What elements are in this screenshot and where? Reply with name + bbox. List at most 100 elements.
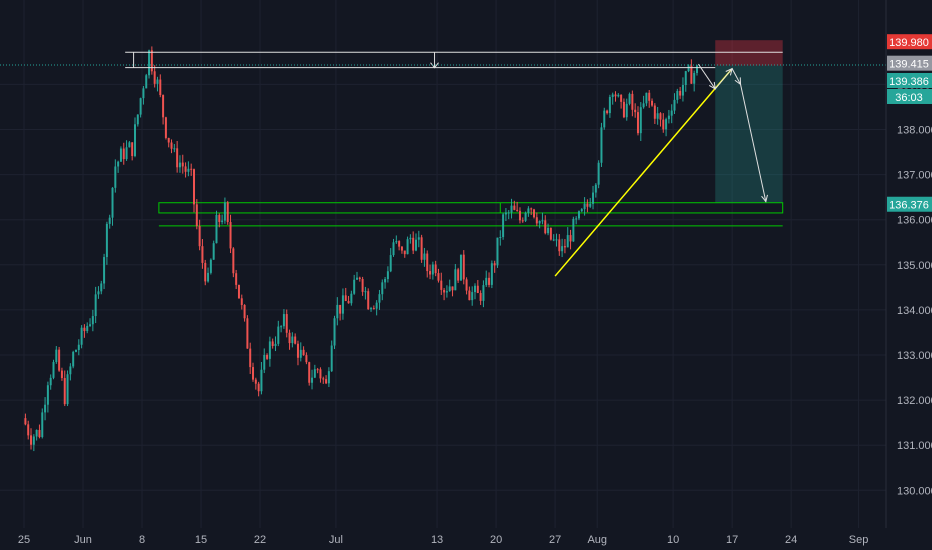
candle-body <box>254 379 257 384</box>
time-axis[interactable]: 25 Jun 8 15 22 Jul 13 20 27 Aug 10 17 24 Sep <box>18 534 868 546</box>
candle-body <box>386 271 389 280</box>
projection-segment <box>740 84 767 202</box>
x-tick-label: 15 <box>195 534 207 546</box>
candle-body <box>577 211 580 219</box>
candle-body <box>443 289 446 293</box>
candle-body <box>381 282 384 295</box>
price-axis[interactable]: 130.000 131.000 132.000 133.000 134.000 135.0… <box>897 79 932 497</box>
candle-body <box>232 248 235 274</box>
candle-body <box>375 302 378 309</box>
candle-body <box>311 377 314 383</box>
candle-body <box>142 88 145 99</box>
candle-body <box>305 355 308 363</box>
candle-body <box>327 371 330 384</box>
candle-body <box>313 369 316 378</box>
candle-body <box>648 92 651 101</box>
candle-body <box>319 369 322 379</box>
candle-body <box>280 326 283 328</box>
candle-body <box>474 285 477 293</box>
projection-segment <box>731 68 741 85</box>
candle-body <box>316 369 319 371</box>
candle-body <box>66 374 69 405</box>
candle-body <box>611 94 614 97</box>
candle-body <box>454 269 457 291</box>
candle-body <box>476 285 479 294</box>
candle-body <box>288 332 291 344</box>
candle-body <box>190 168 193 170</box>
candle-body <box>44 404 47 413</box>
candle-body <box>128 142 131 148</box>
candle-body <box>400 246 403 251</box>
candle-body <box>628 93 631 104</box>
candle-body <box>673 99 676 111</box>
candle-body <box>614 94 617 97</box>
x-tick-label: Jun <box>74 534 92 546</box>
candle-body <box>468 290 471 301</box>
candle-body <box>370 308 373 310</box>
candle-body <box>103 257 106 284</box>
candle-body <box>63 378 66 405</box>
candle-body <box>58 349 61 371</box>
x-tick-label: 17 <box>726 534 738 546</box>
candle-body <box>344 295 347 301</box>
candle-body <box>681 85 684 96</box>
candle-body <box>296 343 299 358</box>
candle-body <box>563 246 566 248</box>
candle-body <box>670 110 673 116</box>
y-tick-label: 131.000 <box>897 440 932 452</box>
x-tick-label: 13 <box>431 534 443 546</box>
take-profit-zone <box>715 65 783 203</box>
candle-body <box>308 362 311 383</box>
candle-body <box>136 114 139 125</box>
candle-body <box>322 378 325 380</box>
candle-body <box>634 109 637 113</box>
candle-body <box>153 71 156 84</box>
candle-body <box>569 235 572 242</box>
x-tick-label: 27 <box>549 534 561 546</box>
candle-body <box>625 103 628 118</box>
candle-body <box>184 166 187 172</box>
candle-body <box>566 235 569 248</box>
candle-body <box>653 105 656 119</box>
candle-body <box>162 95 165 118</box>
candle-body <box>462 254 465 280</box>
candle-body <box>105 223 108 258</box>
candle-body <box>651 100 654 106</box>
candle-body <box>260 369 263 392</box>
candle-body <box>513 205 516 210</box>
candle-body <box>257 383 260 392</box>
candle-body <box>299 349 302 358</box>
candle-body <box>80 327 83 345</box>
candle-body <box>108 217 111 224</box>
candle-body <box>589 203 592 207</box>
candle-body <box>24 418 27 425</box>
candle-body <box>490 263 493 285</box>
candle-body <box>46 385 49 405</box>
drawings[interactable] <box>0 51 886 277</box>
candle-body <box>83 327 86 332</box>
candle-body <box>223 202 226 221</box>
candle-body <box>617 94 620 97</box>
candle-body <box>384 279 387 283</box>
candle-body <box>226 202 229 223</box>
chart-grid <box>0 0 886 528</box>
candle-body <box>235 273 238 285</box>
candle-body <box>667 115 670 120</box>
candle-body <box>60 370 63 379</box>
candle-body <box>572 218 575 242</box>
candle-body <box>176 148 179 168</box>
candle-body <box>417 237 420 240</box>
candle-body <box>620 94 623 102</box>
candle-body <box>164 117 167 138</box>
candle-body <box>695 65 698 73</box>
x-tick-label: 25 <box>18 534 30 546</box>
candle-body <box>125 147 128 160</box>
candle-body <box>336 304 339 319</box>
candle-body <box>333 318 336 346</box>
candle-body <box>350 293 353 304</box>
candle-body <box>201 246 204 263</box>
ascending-trendline[interactable] <box>554 68 733 277</box>
y-tick-label: 136.000 <box>897 215 932 227</box>
candle-body <box>117 161 120 167</box>
